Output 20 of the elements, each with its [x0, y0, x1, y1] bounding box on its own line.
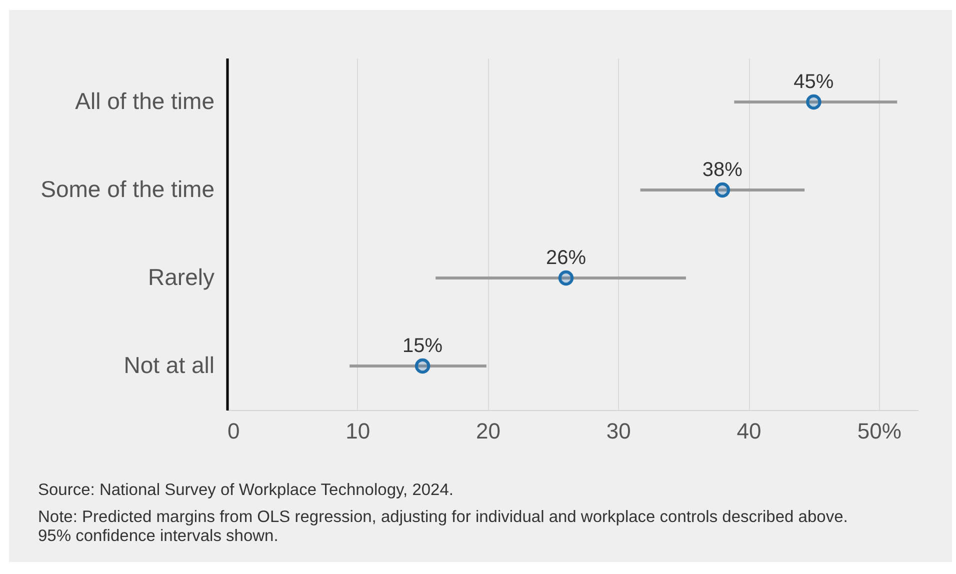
y-tick-label: Some of the time: [40, 176, 214, 202]
y-tick-label: Rarely: [148, 264, 215, 290]
y-tick-label: All of the time: [75, 88, 214, 114]
point: [714, 182, 730, 198]
source-note: Source: National Survey of Workplace Technology, 2024.: [38, 481, 454, 500]
x-tick-label: 0: [228, 418, 240, 444]
x-tick-label: 50%: [857, 418, 902, 444]
data-label: 45%: [794, 71, 834, 93]
text: Note: Predicted margins from OLS regression, adjusting for individual and workplace controls described above. 95% confidence intervals shown.: [38, 508, 849, 546]
x-tick-label: 40: [736, 418, 762, 444]
x-tick-label: 30: [606, 418, 631, 444]
point: [558, 270, 574, 286]
data-label: 38%: [702, 159, 743, 181]
y-tick-label: Not at all: [124, 352, 214, 378]
point: [414, 358, 430, 374]
point: [806, 94, 822, 110]
data-label: 15%: [402, 335, 443, 357]
x-tick-label: 20: [476, 418, 500, 444]
x-tick-label: 10: [346, 418, 370, 444]
data-label: 26%: [546, 247, 586, 269]
